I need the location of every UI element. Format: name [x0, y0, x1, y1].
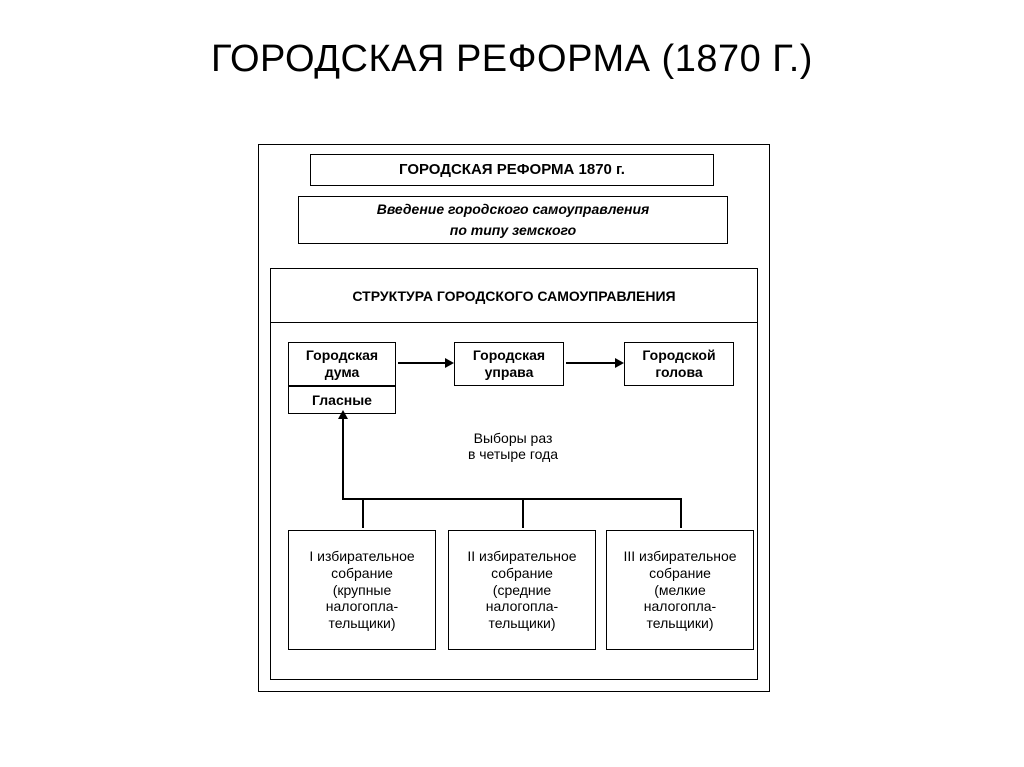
assembly1-l4: налогопла-: [326, 598, 398, 615]
arrow1-head-icon: [445, 358, 454, 368]
structure-title: СТРУКТУРА ГОРОДСКОГО САМОУПРАВЛЕНИЯ: [270, 288, 758, 304]
header-box: ГОРОДСКАЯ РЕФОРМА 1870 г.: [310, 154, 714, 186]
assembly1-l3: (крупные: [333, 582, 392, 599]
bus-line: [342, 498, 680, 500]
arrow2-line: [566, 362, 615, 364]
assembly2-l5: тельщики): [489, 615, 556, 632]
assembly2-l2: собрание: [491, 565, 553, 582]
arrow1-line: [398, 362, 445, 364]
assembly3-l5: тельщики): [647, 615, 714, 632]
duma-line1: Городская: [306, 347, 378, 364]
page-title: ГОРОДСКАЯ РЕФОРМА (1870 Г.): [0, 38, 1024, 81]
uprava-line2: управа: [485, 364, 534, 381]
subheader-box: Введение городского самоуправления по ти…: [298, 196, 728, 244]
assembly3-l3: (мелкие: [654, 582, 706, 599]
subheader-line2: по типу земского: [446, 220, 580, 241]
divider-line: [270, 322, 758, 323]
assembly1-l2: собрание: [331, 565, 393, 582]
structure-title-text: СТРУКТУРА ГОРОДСКОГО САМОУПРАВЛЕНИЯ: [352, 288, 675, 304]
subheader-line1: Введение городского самоуправления: [373, 199, 654, 220]
assembly1-l1: I избирательное: [309, 548, 414, 565]
assembly2-l4: налогопла-: [486, 598, 558, 615]
assembly1-box: I избирательное собрание (крупные налого…: [288, 530, 436, 650]
election-line2: в четыре года: [448, 446, 578, 462]
assembly2-l1: II избирательное: [467, 548, 576, 565]
assembly3-l1: III избирательное: [623, 548, 736, 565]
v1-line: [362, 498, 364, 528]
v2-line: [522, 498, 524, 528]
assembly2-l3: (средние: [493, 582, 551, 599]
assembly3-l4: налогопла-: [644, 598, 716, 615]
golova-line2: голова: [655, 364, 702, 381]
v3-line: [680, 498, 682, 528]
uprava-box: Городская управа: [454, 342, 564, 386]
assembly1-l5: тельщики): [329, 615, 396, 632]
duma-line2: дума: [325, 364, 360, 381]
duma-box: Городская дума: [288, 342, 396, 386]
golova-line1: Городской: [642, 347, 715, 364]
header-text: ГОРОДСКАЯ РЕФОРМА 1870 г.: [395, 159, 629, 181]
glasnye-text: Гласные: [312, 392, 372, 409]
vup-head-icon: [338, 410, 348, 419]
uprava-line1: Городская: [473, 347, 545, 364]
assembly3-box: III избирательное собрание (мелкие налог…: [606, 530, 754, 650]
assembly2-box: II избирательное собрание (средние налог…: [448, 530, 596, 650]
vup-line: [342, 418, 344, 498]
assembly3-l2: собрание: [649, 565, 711, 582]
election-label: Выборы раз в четыре года: [448, 430, 578, 462]
arrow2-head-icon: [615, 358, 624, 368]
election-line1: Выборы раз: [448, 430, 578, 446]
golova-box: Городской голова: [624, 342, 734, 386]
